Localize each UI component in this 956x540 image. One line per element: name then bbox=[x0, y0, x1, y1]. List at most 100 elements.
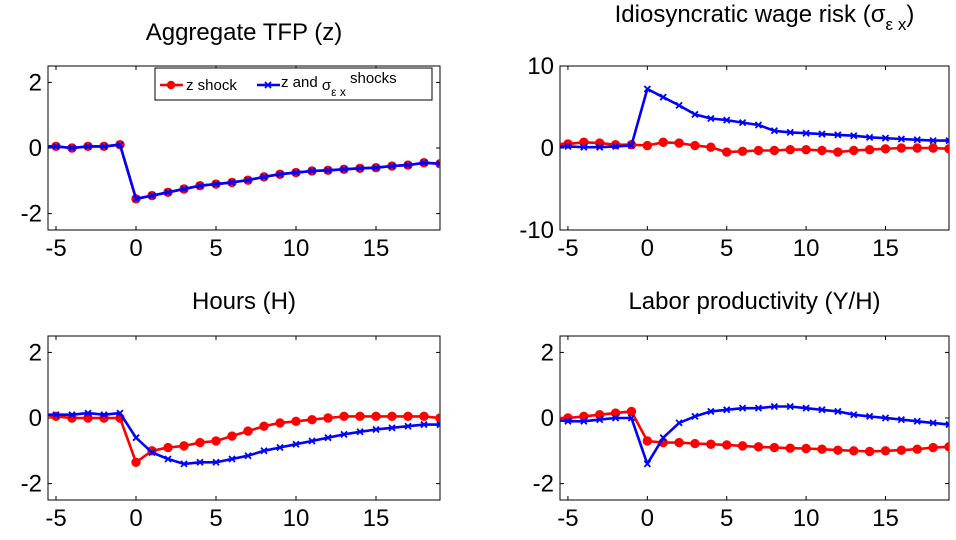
legend-label-z-and-sigma: z and σε x shocks bbox=[281, 70, 397, 99]
series-point-2 bbox=[388, 162, 396, 170]
title-sigma: σ bbox=[871, 1, 886, 28]
series-point-2 bbox=[945, 420, 949, 429]
series-point-2 bbox=[420, 420, 428, 429]
series-point-1 bbox=[179, 441, 189, 451]
series-point-2 bbox=[596, 143, 604, 151]
series-point-2 bbox=[675, 101, 683, 109]
legend-label-z-shock: z shock bbox=[186, 77, 237, 94]
series-point-2 bbox=[738, 118, 747, 127]
plot-area bbox=[560, 402, 949, 468]
series-point-1 bbox=[642, 436, 653, 446]
series-point-1 bbox=[674, 138, 684, 148]
x-tick-label: 5 bbox=[720, 235, 733, 262]
series-point-1 bbox=[912, 444, 922, 454]
series-point-1 bbox=[131, 457, 141, 467]
series-point-2 bbox=[929, 419, 937, 427]
series-point-2 bbox=[723, 116, 731, 124]
series-point-1 bbox=[864, 446, 875, 457]
series-point-1 bbox=[658, 137, 668, 147]
x-tick-label: -5 bbox=[45, 235, 66, 262]
series-point-2 bbox=[228, 455, 236, 463]
legend-marker-z-and-sigma bbox=[264, 81, 272, 89]
series-point-1 bbox=[243, 426, 253, 436]
series-point-1 bbox=[753, 442, 764, 452]
series-point-1 bbox=[355, 411, 365, 422]
legend-label-tail: shocks bbox=[346, 70, 397, 87]
series-point-2 bbox=[897, 135, 906, 143]
series-point-2 bbox=[356, 164, 364, 172]
series-point-2 bbox=[276, 443, 284, 452]
series-point-2 bbox=[945, 136, 949, 145]
chart-title: Labor productivity (Y/H) bbox=[628, 288, 880, 315]
series-point-1 bbox=[880, 446, 891, 456]
series-point-2 bbox=[707, 114, 715, 123]
series-point-1 bbox=[737, 441, 748, 451]
series-point-1 bbox=[435, 413, 440, 423]
x-tick-label: 15 bbox=[872, 505, 899, 532]
series-point-2 bbox=[770, 127, 778, 135]
series-point-2 bbox=[643, 85, 651, 93]
series-point-2 bbox=[164, 188, 172, 196]
series-point-2 bbox=[738, 404, 747, 412]
series-point-2 bbox=[754, 404, 763, 412]
series-point-2 bbox=[340, 430, 348, 439]
series-point-1 bbox=[706, 439, 716, 449]
series-point-2 bbox=[324, 434, 332, 442]
series-point-1 bbox=[163, 442, 173, 453]
series-point-1 bbox=[403, 411, 413, 422]
title-sub: ε x bbox=[886, 15, 907, 34]
series-point-2 bbox=[228, 178, 236, 187]
x-tick-label: 10 bbox=[283, 235, 310, 262]
series-point-2 bbox=[68, 411, 76, 419]
series-point-1 bbox=[801, 144, 811, 155]
chart-title: Idiosyncratic wage risk (σε x) bbox=[615, 1, 915, 34]
series-point-2 bbox=[881, 134, 890, 142]
series-point-2 bbox=[388, 424, 396, 432]
series-point-1 bbox=[291, 416, 301, 426]
series-point-2 bbox=[834, 407, 842, 416]
y-tick-label: 0 bbox=[29, 135, 42, 162]
series-point-2 bbox=[164, 455, 172, 463]
series-point-2 bbox=[627, 414, 636, 422]
series-point-1 bbox=[849, 446, 859, 456]
series-point-2 bbox=[260, 447, 268, 455]
series-point-1 bbox=[785, 144, 795, 155]
y-tick-label: 0 bbox=[29, 405, 42, 432]
series-point-2 bbox=[580, 143, 588, 151]
series-point-2 bbox=[292, 440, 300, 448]
series-point-1 bbox=[785, 443, 795, 453]
series-point-2 bbox=[148, 191, 156, 200]
series-point-1 bbox=[944, 144, 949, 154]
series-point-1 bbox=[833, 445, 843, 455]
x-tick-label: 0 bbox=[641, 235, 654, 262]
series-point-2 bbox=[100, 142, 108, 150]
series-point-2 bbox=[212, 180, 220, 188]
series-line-2 bbox=[48, 411, 440, 466]
x-tick-label: -5 bbox=[557, 505, 578, 532]
series-point-2 bbox=[436, 420, 440, 429]
y-tick-label: 2 bbox=[29, 69, 42, 96]
series-point-2 bbox=[881, 414, 890, 422]
legend: z shock z and σε x shocks bbox=[154, 67, 433, 101]
plot-area bbox=[560, 85, 949, 157]
series-point-2 bbox=[850, 411, 858, 419]
series-point-1 bbox=[706, 142, 716, 152]
series-point-2 bbox=[404, 161, 412, 169]
series-point-1 bbox=[864, 144, 875, 155]
x-tick-label: -5 bbox=[45, 505, 66, 532]
series-point-2 bbox=[116, 409, 124, 417]
series-point-1 bbox=[944, 442, 949, 452]
series-point-2 bbox=[786, 128, 794, 137]
series-point-2 bbox=[865, 412, 874, 420]
series-point-2 bbox=[132, 434, 140, 442]
series-point-2 bbox=[691, 110, 699, 119]
series-point-2 bbox=[180, 460, 188, 468]
series-point-2 bbox=[292, 168, 300, 177]
legend-label-sigma: σ bbox=[322, 77, 332, 94]
series-line-2 bbox=[560, 405, 949, 466]
series-point-2 bbox=[52, 411, 60, 419]
series-point-1 bbox=[339, 411, 349, 422]
series-point-2 bbox=[691, 412, 699, 420]
